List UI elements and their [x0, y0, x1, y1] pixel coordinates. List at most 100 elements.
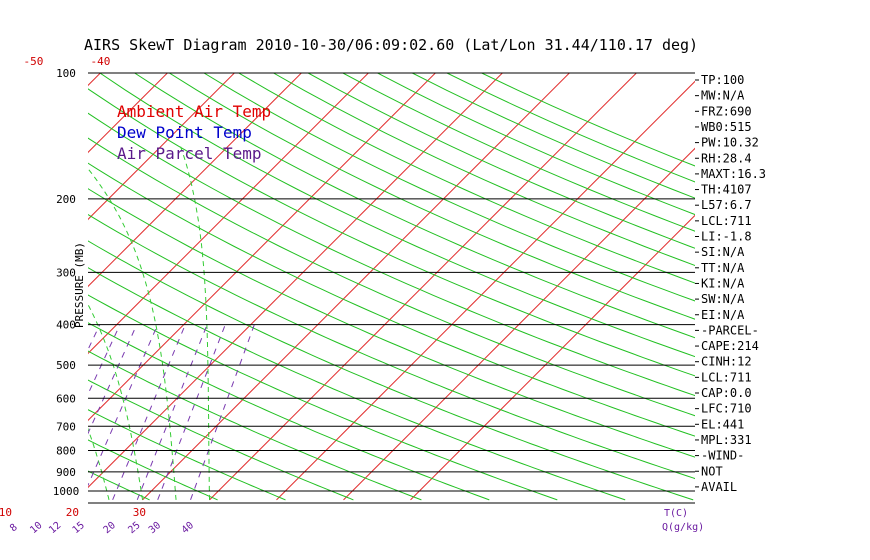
index-entry: LCL:711 — [701, 370, 752, 384]
dry-adiabat-line — [88, 188, 695, 458]
bottom-temp-axis-label: T(C) — [664, 508, 688, 519]
mixing-ratio-tick-label: 8 — [8, 522, 20, 534]
index-entry: RH:28.4 — [701, 151, 752, 165]
cape-hatch-line — [20, 420, 21, 426]
cape-hatch-line — [12, 417, 16, 423]
index-entry: KI:N/A — [701, 276, 745, 290]
index-entry: CAPE:214 — [701, 339, 759, 353]
moist-adiabat-line — [0, 147, 42, 500]
top-temp-tick-label: -50 — [23, 55, 43, 68]
moist-adiabat-line — [0, 147, 9, 500]
index-entry: MAXT:16.3 — [701, 167, 766, 181]
bottom-temp-tick-label: 20 — [66, 506, 79, 519]
index-entry: L57:6.7 — [701, 198, 752, 212]
pressure-tick-label: 800 — [56, 444, 76, 457]
mixing-ratio-line — [88, 324, 138, 435]
index-entry: WB0:515 — [701, 120, 752, 134]
top-temp-tick-label: -40 — [90, 55, 110, 68]
pressure-tick-label: 600 — [56, 392, 76, 405]
dry-adiabat-line — [88, 322, 490, 501]
dry-adiabat-line — [88, 137, 695, 417]
isotherm-line — [88, 73, 436, 422]
index-entry: CINH:12 — [701, 355, 752, 369]
pressure-tick-label: 100 — [56, 67, 76, 80]
isotherm-line — [142, 73, 570, 501]
chart-title: AIRS SkewT Diagram 2010-10-30/06:09:02.6… — [84, 36, 698, 54]
dry-adiabat-line — [88, 267, 626, 501]
mixing-ratio-line — [0, 325, 40, 500]
isotherm-line — [0, 73, 33, 500]
index-entry: LCL:711 — [701, 214, 752, 228]
index-entry: TT:N/A — [701, 261, 745, 275]
pressure-tick-label: 500 — [56, 359, 76, 372]
isotherm-line — [88, 73, 235, 221]
index-entry: EL:441 — [701, 417, 744, 431]
index-entry: TP:100 — [701, 73, 744, 87]
dry-adiabat-line — [481, 73, 695, 167]
dry-adiabat-line — [307, 73, 695, 249]
bottom-temp-tick-label: 10 — [0, 506, 12, 519]
index-entry: AVAIL — [701, 480, 737, 494]
index-entry: MW:N/A — [701, 89, 745, 103]
index-entry: -WIND- — [701, 449, 744, 463]
bottom-temp-tick-label: 30 — [133, 506, 146, 519]
dry-adiabat-line — [88, 214, 695, 480]
mixing-ratio-tick-label: 10 — [28, 520, 44, 536]
dry-adiabat-line — [134, 73, 695, 339]
index-entry: MPL:331 — [701, 433, 752, 447]
legend-entry: Air Parcel Temp — [117, 144, 262, 163]
mixing-ratio-line — [136, 324, 208, 501]
mixing-ratio-axis-label: Q(g/kg) — [662, 522, 704, 533]
mixing-ratio-tick-label: 12 — [47, 520, 63, 536]
index-entry: FRZ:690 — [701, 104, 752, 118]
isobar-lines: 100 200 300 400 500 600 700 800 900 1000 — [53, 67, 695, 504]
index-entry: TH:4107 — [701, 183, 752, 197]
index-entry: NOT — [701, 464, 723, 478]
pressure-tick-label: 400 — [56, 319, 76, 332]
dry-adiabat-line — [88, 88, 695, 377]
cape-hatch-line — [5, 414, 12, 420]
index-entry: LI:-1.8 — [701, 230, 752, 244]
dry-adiabat-line — [0, 73, 82, 500]
isotherm-line — [88, 73, 302, 288]
index-entry: CAP:0.0 — [701, 386, 752, 400]
dry-adiabat-line — [88, 379, 354, 501]
cape-hatch-line — [0, 408, 3, 414]
dry-adiabat-line — [203, 73, 695, 302]
isotherm-line — [410, 214, 695, 501]
index-entry: SW:N/A — [701, 292, 745, 306]
dry-adiabat-line — [0, 73, 14, 500]
mixing-ratio-line — [88, 324, 159, 487]
index-entry: PW:10.32 — [701, 136, 759, 150]
legend: Ambient Air Temp Dew Point Temp Air Parcel… — [117, 102, 271, 163]
dry-adiabat-line — [88, 112, 695, 397]
isotherm-line — [88, 73, 369, 355]
isotherm-line — [276, 80, 695, 501]
mixing-ratio-tick-label: 15 — [71, 520, 87, 536]
mixing-ratio-line — [88, 324, 121, 396]
pressure-tick-label: 900 — [56, 466, 76, 479]
isotherm-line — [88, 73, 168, 154]
dry-adiabat-line — [88, 294, 558, 501]
dry-adiabat-line — [238, 73, 695, 284]
axis-ticks: -120-110-100-90-80-70-60-50-40-50-40-30-… — [0, 55, 704, 536]
dry-adiabat-line — [99, 73, 695, 358]
mixing-ratio-line — [112, 324, 186, 501]
dry-adiabat-line — [169, 73, 695, 320]
mixing-ratio-tick-label: 30 — [147, 520, 163, 536]
legend-entry: Dew Point Temp — [117, 123, 252, 142]
cape-hatch-line — [0, 411, 8, 417]
dry-adiabat-line — [412, 73, 695, 199]
index-entry: -PARCEL- — [701, 323, 759, 337]
mixing-ratio-line — [157, 324, 226, 501]
legend-entry: Ambient Air Temp — [117, 102, 271, 121]
dry-adiabat-line — [273, 73, 695, 267]
isotherm-line — [209, 73, 637, 501]
index-entry: EI:N/A — [701, 308, 745, 322]
moist-adiabat-line — [88, 427, 110, 501]
isotherm-line — [88, 73, 503, 489]
dry-adiabat-line — [88, 439, 218, 501]
grid-lines — [0, 73, 695, 501]
